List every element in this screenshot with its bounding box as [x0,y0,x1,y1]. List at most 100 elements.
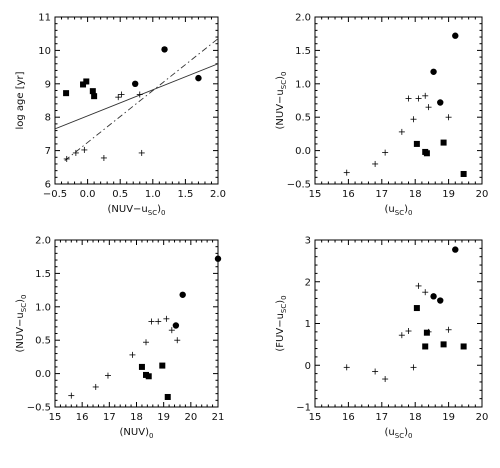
square-marker [413,305,420,312]
circle-marker [430,68,437,75]
plus-marker [81,146,88,153]
x-tick-label: 0.5 [112,189,128,200]
plus-marker [63,155,70,162]
y-tick-label: 0.0 [295,146,311,157]
circle-marker [195,74,202,82]
x-tick-label: 20 [476,189,489,200]
plus-marker [155,318,162,325]
x-axis-label: (NUV−uSC)0 [108,204,166,217]
square-marker [440,341,447,348]
x-tick-label: 17 [103,412,116,423]
x-tick-label: 15 [49,412,62,423]
plot-frame [54,16,219,185]
plus-marker [398,332,405,339]
y-axis-label: log age [yr] [15,71,26,129]
y-tick-label: 2.0 [35,236,51,247]
y-tick-label: 7 [45,146,51,157]
panel-3: 15 16 17 18 19 20 21 −0.5 0.0 0.5 1.0 1.5 2.0 (NUV)0 (… [15,236,224,441]
x-tick-label: 16 [342,412,355,423]
y-tick-label: 1.0 [35,302,51,313]
y-tick-label: 8 [45,113,51,124]
y-tick-label: 9 [45,79,51,90]
y-tick-label: 1.5 [35,269,51,280]
x-axis-label: (uSC)0 [385,427,413,440]
plus-marker [148,318,155,325]
plus-marker [372,368,379,375]
y-tick-label: 0 [305,361,311,372]
circle-marker [430,293,437,300]
square-marker [83,78,90,85]
square-marker [91,93,98,100]
plus-marker [168,327,175,334]
plot-frame [314,16,483,185]
plus-marker [425,104,432,111]
fit-line-solid [55,63,218,130]
y-tick-label: 1 [305,319,311,330]
circle-marker [179,291,186,298]
square-marker [460,170,467,177]
circle-marker [452,246,459,253]
plus-marker [372,160,379,167]
plus-marker [415,95,422,102]
y-tick-label: 0.5 [295,113,311,124]
plus-marker [382,376,389,383]
square-marker [440,139,447,146]
panel-2: 15 16 17 18 19 20 −0.5 0.0 0.5 1.0 1.5 2.0 (uSC)0 (NU… [275,13,488,218]
plus-marker [415,282,422,289]
y-tick-label: 0.0 [35,369,51,380]
x-tick-label: 16 [342,189,355,200]
square-marker [145,373,152,380]
plus-marker [343,364,350,371]
x-tick-label: 15 [309,189,322,200]
plus-marker [104,372,111,379]
x-tick-label: −0.5 [43,189,67,200]
y-axis-label: (NUV−uSC)0 [275,72,288,130]
y-tick-label: −0.5 [27,403,51,414]
plus-marker [445,114,452,121]
plus-marker [138,149,145,156]
plus-marker [398,128,405,135]
plus-marker [405,328,412,335]
plus-marker [174,337,181,344]
x-tick-label: 1.5 [177,189,193,200]
y-tick-label: 2.0 [295,13,311,24]
x-tick-label: 18 [409,189,422,200]
y-tick-label: 0.5 [35,336,51,347]
square-marker [423,150,430,157]
y-tick-label: −0.5 [287,180,311,191]
square-marker [80,81,87,88]
plus-marker [382,149,389,156]
fit-line-dashdot [64,38,218,161]
square-marker [164,393,171,400]
plus-marker [115,94,122,101]
y-tick-label: −1 [296,403,311,414]
x-tick-label: 1.0 [145,189,161,200]
x-tick-label: 16 [76,412,89,423]
y-tick-label: 10 [38,46,51,57]
circle-marker [161,46,168,53]
y-tick-label: 2 [305,277,311,288]
plus-marker [72,149,79,156]
plot-frame [54,239,219,408]
plus-marker [405,95,412,102]
square-marker [460,343,467,350]
x-tick-label: 18 [130,412,143,423]
y-tick-label: 11 [38,13,51,24]
square-marker [413,140,420,147]
x-tick-label: 19 [157,412,170,423]
plus-marker [163,315,170,322]
square-marker [63,90,70,97]
y-tick-label: 1.5 [295,46,311,57]
plus-marker [143,339,150,346]
y-tick-label: 3 [305,236,311,247]
y-tick-label: 6 [45,180,51,191]
square-marker [89,88,96,95]
plus-marker [410,364,417,371]
plus-marker [343,169,350,176]
x-tick-label: 17 [375,189,388,200]
x-tick-label: 15 [309,412,322,423]
plus-marker [129,351,136,358]
x-axis-label: (uSC)0 [385,204,413,217]
plus-marker [422,92,429,99]
